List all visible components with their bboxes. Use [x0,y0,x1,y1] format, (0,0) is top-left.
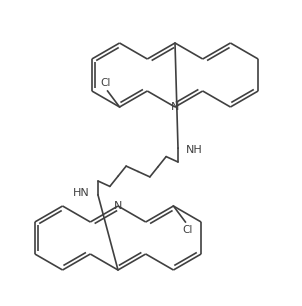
Text: N: N [171,102,179,112]
Text: NH: NH [186,145,203,155]
Text: Cl: Cl [182,225,193,235]
Text: HN: HN [73,188,90,198]
Text: N: N [114,201,122,211]
Text: Cl: Cl [100,78,111,88]
